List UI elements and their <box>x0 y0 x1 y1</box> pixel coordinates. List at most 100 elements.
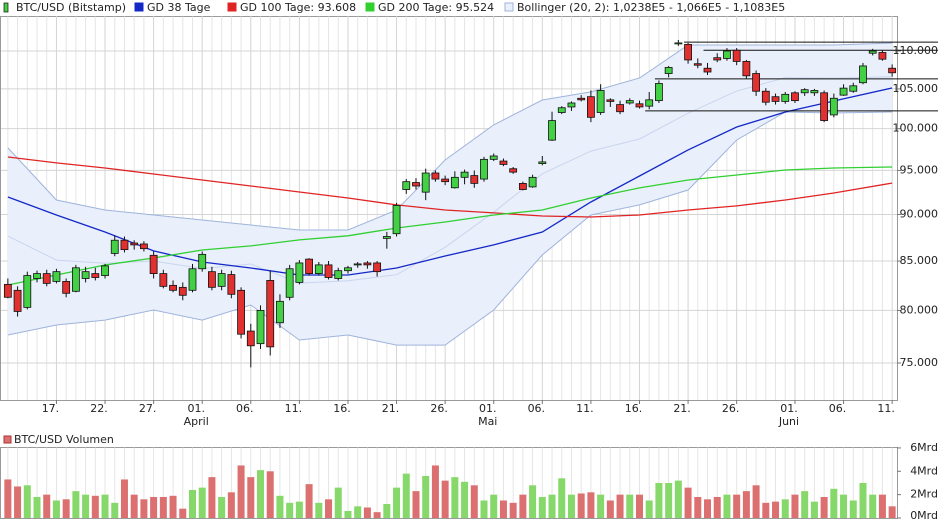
volume-bar <box>208 477 216 518</box>
volume-bar <box>91 495 99 518</box>
volume-bar <box>82 494 90 518</box>
candle-body <box>518 182 527 190</box>
volume-bar <box>878 494 886 518</box>
x-tick-label: 16. <box>333 402 351 415</box>
volume-bar <box>820 496 828 518</box>
x-tick-label: 01. <box>780 402 798 415</box>
candle-body <box>771 96 780 102</box>
candle-body <box>596 90 605 113</box>
candle-body <box>868 50 877 54</box>
candle-body <box>839 87 848 96</box>
candle-body <box>344 267 352 272</box>
x-tick-label: 22. <box>90 402 108 415</box>
candle-body <box>441 178 450 183</box>
candle-body <box>684 43 692 61</box>
volume-bar <box>567 494 575 518</box>
candle-body <box>829 97 838 116</box>
volume-bar <box>422 475 430 518</box>
x-tick-label: 06. <box>528 402 546 415</box>
candle-body <box>528 176 537 188</box>
volume-bar <box>140 499 148 518</box>
candle-body <box>577 97 586 101</box>
y-tick-label: 85.000 <box>900 254 939 267</box>
candle-body <box>217 273 226 287</box>
candle-body <box>450 176 459 189</box>
candle-body <box>723 50 731 59</box>
volume-bar <box>237 465 245 518</box>
legend-label: BTC/USD (Bitstamp) <box>16 1 126 14</box>
candle-body <box>421 172 430 193</box>
candle-body <box>188 268 197 291</box>
y-tick-label: 2Mrd <box>910 488 938 501</box>
candle-body <box>237 289 245 335</box>
legend-icon <box>3 435 12 444</box>
volume-bar <box>247 477 255 518</box>
moving-average <box>7 156 893 218</box>
volume-bar <box>801 491 809 518</box>
candle-body <box>246 330 255 347</box>
candle-body <box>761 90 770 103</box>
volume-bar <box>111 502 119 518</box>
x-tick-label: 11. <box>285 402 303 415</box>
volume-bar <box>665 482 673 518</box>
legend-icon <box>3 2 9 13</box>
candle-body <box>742 61 751 77</box>
candle-body <box>752 73 760 92</box>
bollinger-band <box>7 42 893 346</box>
volume-bar <box>101 494 109 518</box>
candle-body <box>42 273 51 284</box>
volume-bar <box>635 494 643 518</box>
text-layer: 75.000 80.000 85.000 90.000 95.000 100.000 105… <box>3 1 939 522</box>
candle-body <box>314 264 323 274</box>
candle-body <box>606 99 615 102</box>
volume-bar <box>383 503 391 518</box>
candle-body <box>334 270 343 279</box>
volume-bar <box>227 492 235 518</box>
candle-body <box>71 267 80 292</box>
y-tick-label: 0Mrd <box>910 509 938 522</box>
x-tick-label: 11. <box>576 402 594 415</box>
candle-body <box>888 67 897 74</box>
candle-body <box>23 275 32 308</box>
volume-bar <box>674 480 682 518</box>
candle-body <box>509 168 518 173</box>
volume-bar <box>4 479 12 518</box>
candle-body <box>645 99 654 107</box>
volume-bar <box>781 499 789 518</box>
candle-body <box>713 57 722 61</box>
y-tick-label: 105.000 <box>893 82 939 95</box>
volume-bar <box>266 471 274 518</box>
volume-bar <box>412 491 420 518</box>
legend-icon <box>227 2 237 12</box>
volume-bar <box>830 488 838 518</box>
legend-icon <box>504 2 514 12</box>
candle-body <box>791 92 799 102</box>
volume-bar <box>499 500 507 518</box>
volume-bar <box>179 508 187 518</box>
month-label: Juni <box>778 415 799 428</box>
volume-bar <box>451 477 459 518</box>
candle-body <box>820 92 829 121</box>
month-label: Mai <box>478 415 497 428</box>
volume-bar <box>344 510 352 518</box>
candle-body <box>353 263 362 266</box>
volume-bar <box>762 502 770 518</box>
candle-body <box>635 103 644 108</box>
volume-bar <box>587 492 595 518</box>
volume-bar <box>276 495 284 518</box>
candle-body <box>178 286 187 296</box>
x-tick-label: 21. <box>382 402 400 415</box>
candle-body <box>149 254 158 274</box>
candle-body <box>91 273 100 278</box>
candle-body <box>499 160 508 165</box>
candle-body <box>470 175 479 184</box>
volume-bar <box>606 500 614 518</box>
volume-bar <box>150 496 158 518</box>
candle-body <box>810 90 819 94</box>
candle-body <box>732 49 741 62</box>
y-tick-label: 4Mrd <box>910 464 938 477</box>
candle-body <box>140 243 148 250</box>
x-tick-label: 11. <box>877 402 895 415</box>
